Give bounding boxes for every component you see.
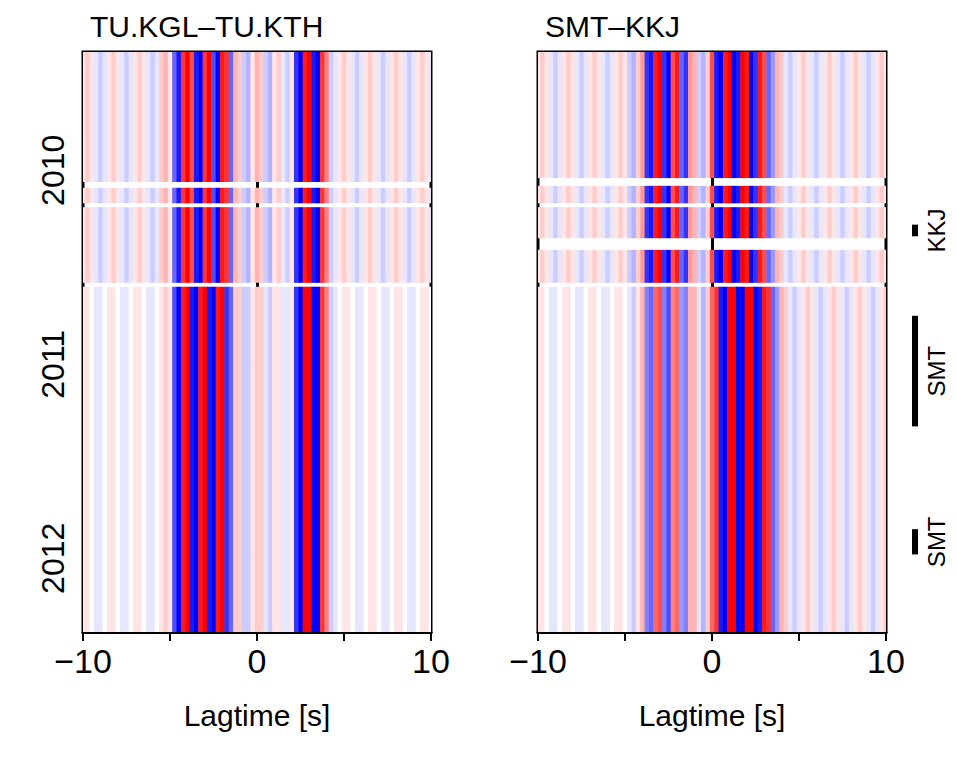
svg-text:10: 10 bbox=[412, 642, 450, 680]
svg-text:SMT: SMT bbox=[923, 516, 950, 567]
svg-text:SMT–KKJ: SMT–KKJ bbox=[545, 10, 680, 43]
svg-text:0: 0 bbox=[703, 642, 722, 680]
svg-text:Lagtime [s]: Lagtime [s] bbox=[639, 699, 786, 732]
svg-text:−10: −10 bbox=[509, 642, 567, 680]
svg-text:KKJ: KKJ bbox=[923, 208, 950, 252]
svg-text:2011: 2011 bbox=[35, 330, 71, 399]
svg-text:−10: −10 bbox=[54, 642, 112, 680]
svg-text:2010: 2010 bbox=[35, 135, 71, 206]
svg-text:0: 0 bbox=[248, 642, 267, 680]
svg-text:2012: 2012 bbox=[35, 523, 71, 594]
svg-text:SMT: SMT bbox=[923, 345, 950, 396]
svg-text:TU.KGL–TU.KTH: TU.KGL–TU.KTH bbox=[90, 10, 323, 43]
svg-text:10: 10 bbox=[867, 642, 905, 680]
svg-text:Lagtime [s]: Lagtime [s] bbox=[184, 699, 331, 732]
